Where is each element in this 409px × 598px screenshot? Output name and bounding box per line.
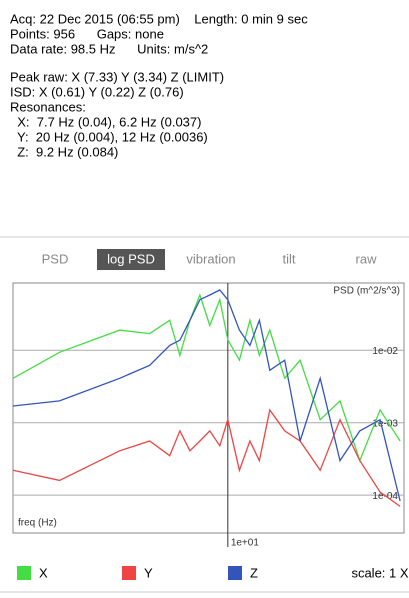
y-tick-label: 1e-03 bbox=[372, 418, 398, 429]
tab[interactable]: log PSD bbox=[107, 251, 155, 266]
detail-line: ISD: X (0.61) Y (0.22) Z (0.76) bbox=[10, 84, 184, 99]
series-line bbox=[12, 289, 401, 502]
detail-line: Peak raw: X (7.33) Y (3.34) Z (LIMIT) bbox=[10, 69, 224, 84]
series-line bbox=[12, 293, 401, 463]
legend-label: X bbox=[39, 565, 48, 580]
info-line: Acq: 22 Dec 2015 (06:55 pm) Length: 0 mi… bbox=[10, 11, 308, 26]
plot-frame bbox=[12, 282, 405, 534]
detail-line: Z: 9.2 Hz (0.084) bbox=[10, 144, 118, 159]
scale-label[interactable]: scale: 1 X bbox=[351, 565, 408, 580]
detail-line: Resonances: bbox=[10, 99, 86, 114]
y-tick-label: 1e-02 bbox=[372, 346, 398, 357]
legend-swatch bbox=[122, 566, 136, 580]
tab[interactable]: PSD bbox=[42, 251, 69, 266]
info-line: Points: 956 Gaps: none bbox=[10, 26, 164, 41]
info-line: Data rate: 98.5 Hz Units: m/s^2 bbox=[10, 41, 208, 56]
tab[interactable]: vibration bbox=[186, 251, 235, 266]
legend-swatch bbox=[228, 566, 242, 580]
x-tick-label: 1e+01 bbox=[231, 538, 260, 549]
legend-swatch bbox=[17, 566, 31, 580]
detail-line: X: 7.7 Hz (0.04), 6.2 Hz (0.037) bbox=[10, 114, 201, 129]
legend-label: Y bbox=[144, 565, 153, 580]
legend-label: Z bbox=[250, 565, 258, 580]
x-axis-label: freq (Hz) bbox=[18, 518, 57, 529]
y-axis-label: PSD (m^2/s^3) bbox=[333, 286, 400, 297]
detail-line: Y: 20 Hz (0.004), 12 Hz (0.0036) bbox=[10, 129, 208, 144]
tab-selected-bg bbox=[97, 249, 165, 270]
tab[interactable]: tilt bbox=[283, 251, 296, 266]
series-line bbox=[12, 408, 401, 507]
tab[interactable]: raw bbox=[356, 251, 378, 266]
